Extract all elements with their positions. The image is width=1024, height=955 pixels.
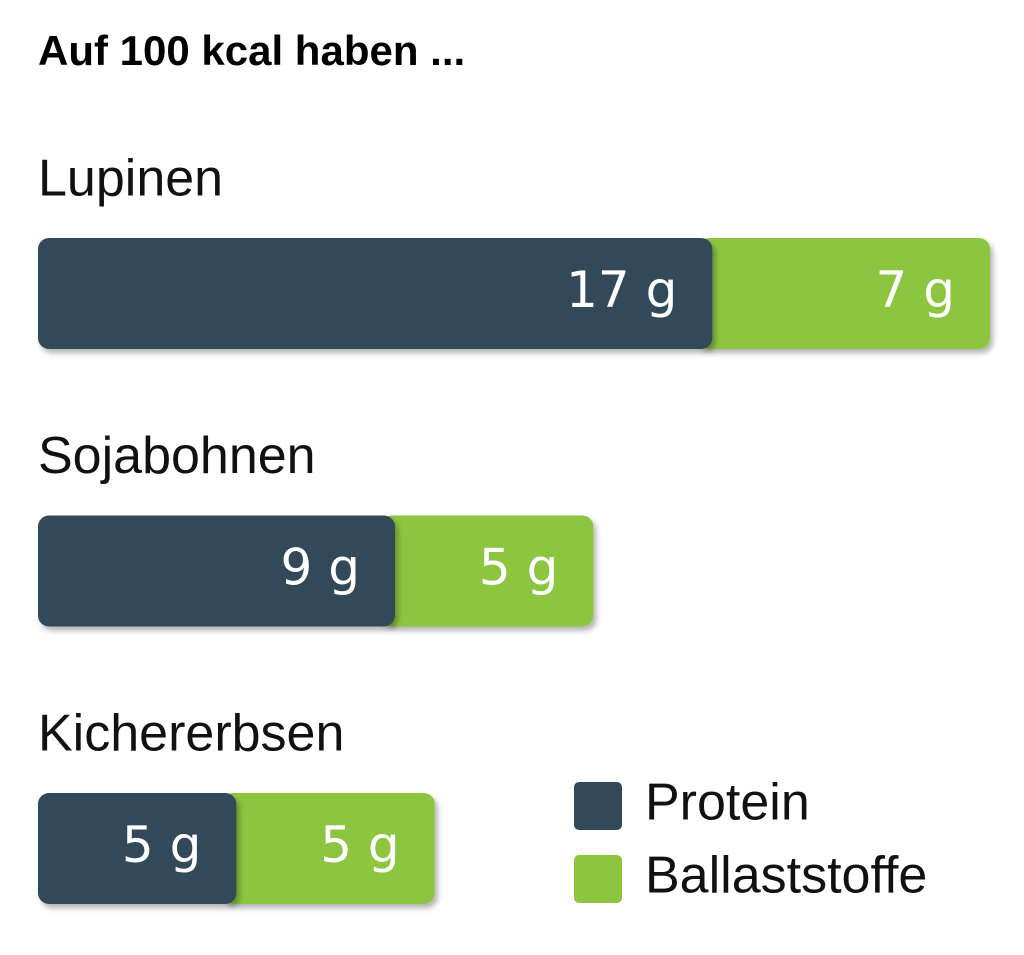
category-label: Kichererbsen [38, 705, 344, 763]
bar-segment [38, 238, 713, 349]
legend-swatch [574, 855, 622, 903]
bar-segment [698, 238, 990, 349]
legend-label: Ballaststoffe [645, 847, 927, 905]
value-label: 5 g [122, 816, 201, 874]
category-label: Sojabohnen [38, 427, 316, 485]
category-label: Lupinen [38, 150, 223, 208]
value-label: 5 g [479, 539, 558, 597]
bar-segment [38, 793, 237, 904]
value-label: 9 g [281, 539, 360, 597]
value-label: 7 g [876, 261, 955, 319]
bar-segment [222, 793, 435, 904]
value-label: 5 g [320, 816, 399, 874]
bar-segment [381, 515, 594, 627]
value-label: 17 g [566, 261, 677, 319]
bar-segment [38, 515, 395, 627]
legend-swatch [574, 782, 622, 830]
legend-label: Protein [645, 774, 810, 832]
chart-title: Auf 100 kcal haben ... [38, 27, 465, 74]
